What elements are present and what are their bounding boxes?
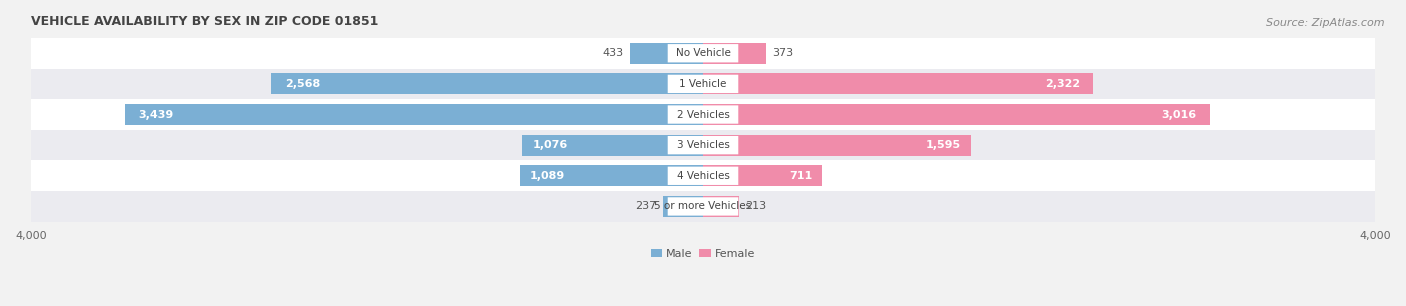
Text: 3 Vehicles: 3 Vehicles <box>676 140 730 150</box>
Text: 711: 711 <box>789 171 813 181</box>
Text: 3,016: 3,016 <box>1161 110 1197 120</box>
Bar <box>31 191 1375 222</box>
Text: VEHICLE AVAILABILITY BY SEX IN ZIP CODE 01851: VEHICLE AVAILABILITY BY SEX IN ZIP CODE … <box>31 15 378 28</box>
Text: 237: 237 <box>636 201 657 211</box>
Bar <box>630 43 703 64</box>
Text: 5 or more Vehicles: 5 or more Vehicles <box>654 201 752 211</box>
Text: No Vehicle: No Vehicle <box>675 48 731 58</box>
Text: Source: ZipAtlas.com: Source: ZipAtlas.com <box>1267 18 1385 28</box>
Text: 2 Vehicles: 2 Vehicles <box>676 110 730 120</box>
Bar <box>31 160 1375 191</box>
FancyBboxPatch shape <box>668 105 738 124</box>
Text: 1,076: 1,076 <box>533 140 568 150</box>
Text: 213: 213 <box>745 201 766 211</box>
Bar <box>520 165 703 186</box>
Text: 4 Vehicles: 4 Vehicles <box>676 171 730 181</box>
Bar <box>703 73 1094 94</box>
Bar <box>522 135 703 155</box>
Text: 2,322: 2,322 <box>1045 79 1080 89</box>
Bar <box>703 165 823 186</box>
FancyBboxPatch shape <box>668 136 738 154</box>
Bar <box>703 104 1209 125</box>
Text: 1,089: 1,089 <box>530 171 565 181</box>
Text: 3,439: 3,439 <box>139 110 174 120</box>
Text: 1,595: 1,595 <box>925 140 960 150</box>
Bar <box>703 43 766 64</box>
Text: 433: 433 <box>602 48 623 58</box>
Bar <box>664 196 703 217</box>
Bar <box>31 38 1375 69</box>
Bar <box>31 99 1375 130</box>
Bar <box>125 104 703 125</box>
Bar <box>703 196 738 217</box>
FancyBboxPatch shape <box>668 44 738 62</box>
FancyBboxPatch shape <box>668 167 738 185</box>
Bar <box>271 73 703 94</box>
FancyBboxPatch shape <box>668 197 738 216</box>
Bar <box>31 69 1375 99</box>
Text: 373: 373 <box>772 48 793 58</box>
Bar <box>31 130 1375 160</box>
FancyBboxPatch shape <box>668 75 738 93</box>
Text: 1 Vehicle: 1 Vehicle <box>679 79 727 89</box>
Text: 2,568: 2,568 <box>285 79 321 89</box>
Legend: Male, Female: Male, Female <box>647 244 759 263</box>
Bar <box>703 135 972 155</box>
